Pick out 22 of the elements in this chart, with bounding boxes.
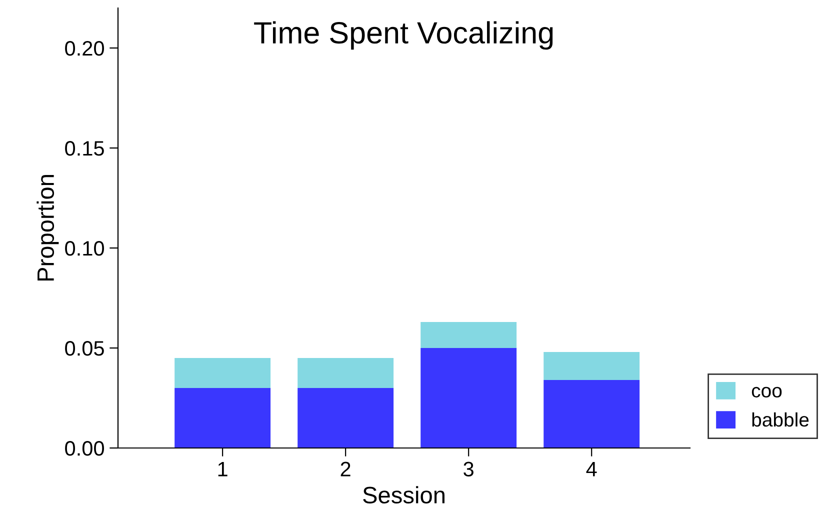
x-tick-label: 2 — [340, 462, 350, 476]
y-tick-label: 0.05 — [65, 341, 104, 356]
chart-title: Time Spent Vocalizing — [254, 21, 553, 50]
x-tick-label: 1 — [218, 462, 228, 476]
bar — [544, 380, 640, 448]
y-axis-title: Proportion — [36, 175, 59, 281]
bar — [174, 358, 271, 388]
bar — [544, 352, 640, 380]
bar — [298, 358, 394, 388]
x-axis-title: Session — [363, 486, 444, 504]
y-tick-label: 0.15 — [65, 141, 104, 156]
x-tick-label: 3 — [464, 462, 474, 476]
y-tick-label: 0.00 — [65, 441, 104, 456]
bar — [420, 322, 517, 348]
bar — [420, 348, 517, 448]
bar — [298, 388, 394, 448]
legend-label: babble — [752, 412, 809, 427]
x-tick-label: 4 — [586, 462, 597, 476]
y-tick-label: 0.10 — [65, 241, 104, 256]
y-tick-label: 0.20 — [65, 41, 104, 56]
bar — [174, 388, 271, 448]
legend-label: coo — [752, 386, 782, 398]
